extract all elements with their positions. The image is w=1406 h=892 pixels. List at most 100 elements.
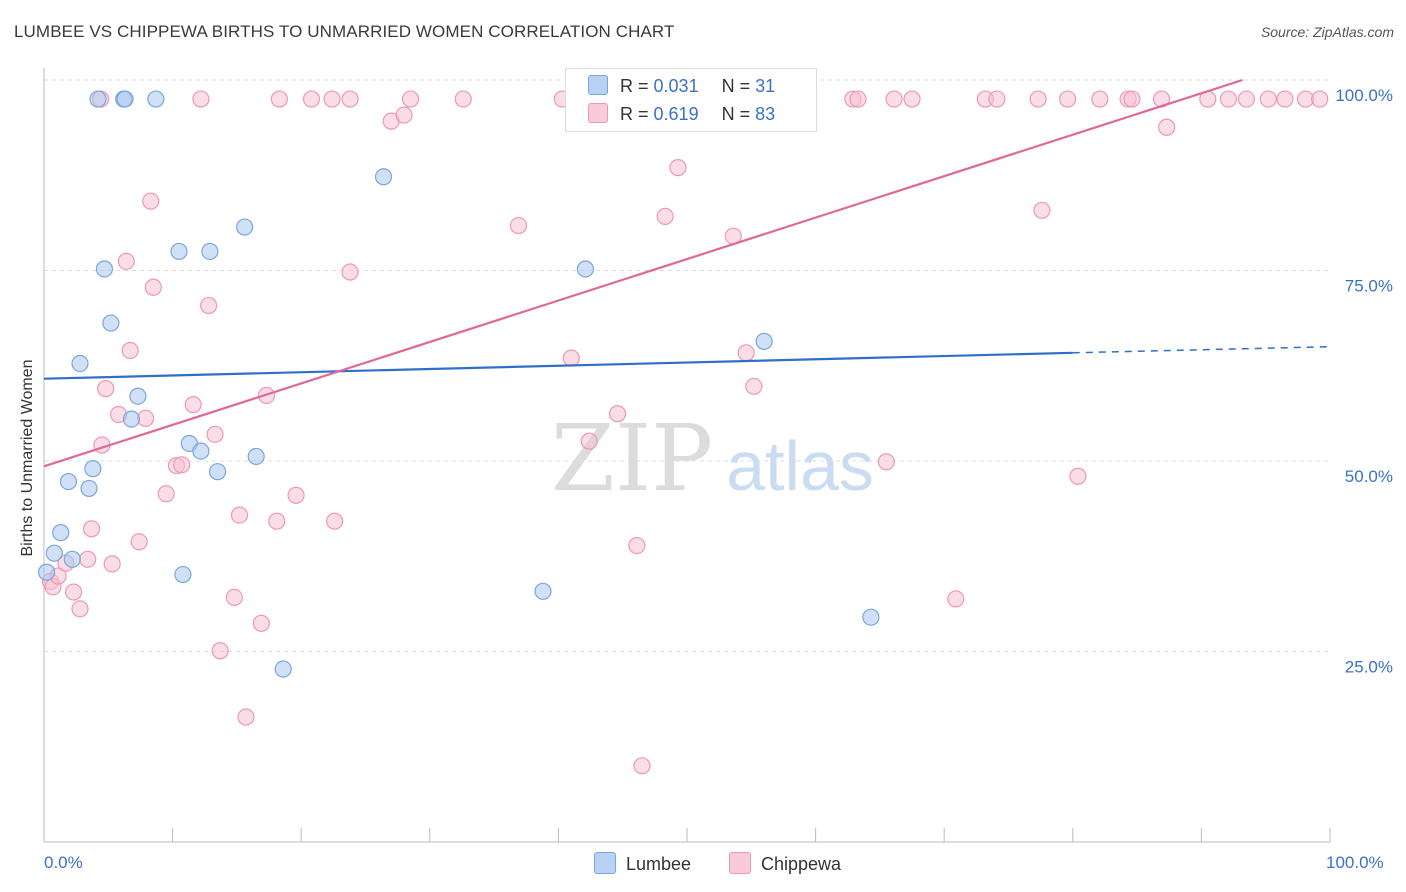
chippewa-point-17 bbox=[144, 278, 162, 296]
source-credit: Source: ZipAtlas.com bbox=[1260, 24, 1394, 40]
chippewa-n-label: N = bbox=[721, 104, 751, 124]
lumbee-point-13 bbox=[755, 332, 773, 350]
chippewa-point-76 bbox=[1123, 90, 1141, 108]
lumbee-point-12 bbox=[102, 314, 120, 332]
bottom-chippewa-swatch bbox=[729, 852, 751, 874]
chippewa-point-22 bbox=[200, 296, 218, 315]
chippewa-point-32 bbox=[326, 512, 344, 530]
chippewa-point-40 bbox=[608, 405, 627, 423]
chippewa-point-68 bbox=[885, 90, 903, 108]
chippewa-point-5 bbox=[71, 600, 89, 618]
chippewa-point-71 bbox=[988, 90, 1006, 108]
lumbee-point-29 bbox=[534, 582, 552, 600]
lumbee-point-14 bbox=[71, 354, 89, 373]
lumbee-point-23 bbox=[80, 479, 98, 498]
chippewa-point-35 bbox=[395, 106, 413, 124]
chippewa-point-20 bbox=[173, 456, 191, 474]
chippewa-point-73 bbox=[1059, 90, 1077, 108]
lumbee-point-22 bbox=[59, 472, 78, 491]
chippewa-point-80 bbox=[1237, 90, 1256, 108]
lumbee-point-2 bbox=[116, 90, 134, 108]
chippewa-point-13 bbox=[121, 341, 139, 360]
chippewa-point-51 bbox=[1158, 118, 1176, 136]
chippewa-point-49 bbox=[1033, 201, 1051, 219]
chippewa-point-42 bbox=[656, 207, 674, 225]
chippewa-point-81 bbox=[1259, 90, 1277, 108]
lumbee-point-18 bbox=[192, 442, 210, 460]
y-tick-label-50: 50.0% bbox=[1345, 467, 1393, 486]
chippewa-point-67 bbox=[849, 90, 867, 108]
gridlines bbox=[44, 79, 1330, 652]
chippewa-point-59 bbox=[454, 90, 472, 108]
chippewa-r-label: R = bbox=[620, 104, 649, 124]
chippewa-point-84 bbox=[1311, 90, 1329, 108]
watermark: ZIP atlas bbox=[551, 405, 874, 512]
chart-title: LUMBEE VS CHIPPEWA BIRTHS TO UNMARRIED W… bbox=[14, 22, 675, 41]
chippewa-point-48 bbox=[947, 590, 965, 608]
chippewa-point-69 bbox=[903, 90, 921, 108]
chippewa-point-31 bbox=[287, 486, 305, 504]
lumbee-point-10 bbox=[95, 260, 114, 278]
lumbee-point-8 bbox=[170, 242, 188, 261]
bottom-lumbee-label: Lumbee bbox=[626, 854, 692, 874]
stats-legend: R = 0.031 N = 31 R = 0.619 N = 83 bbox=[565, 68, 817, 132]
chippewa-point-53 bbox=[192, 90, 210, 108]
chippewa-point-36 bbox=[509, 216, 528, 235]
lumbee-point-31 bbox=[274, 660, 292, 678]
y-tick-label-25: 25.0% bbox=[1345, 658, 1393, 677]
lumbee-point-26 bbox=[63, 550, 81, 568]
lumbee-point-19 bbox=[247, 447, 265, 466]
watermark-zip: ZIP bbox=[551, 405, 713, 512]
trend-lines bbox=[43, 78, 1331, 468]
lumbee-point-3 bbox=[147, 90, 165, 108]
chippewa-n-value: 83 bbox=[755, 104, 776, 124]
watermark-atlas: atlas bbox=[726, 427, 874, 505]
lumbee-point-21 bbox=[209, 463, 227, 481]
bottom-legend-chippewa: Chippewa bbox=[729, 852, 841, 875]
y-tick-label-100: 100.0% bbox=[1335, 86, 1393, 105]
chippewa-point-47 bbox=[877, 453, 895, 471]
chippewa-point-45 bbox=[737, 344, 755, 362]
chippewa-point-27 bbox=[237, 708, 255, 726]
chippewa-point-43 bbox=[669, 159, 687, 177]
chippewa-point-9 bbox=[97, 380, 115, 398]
y-tick-label-75: 75.0% bbox=[1345, 277, 1393, 296]
chippewa-point-74 bbox=[1091, 90, 1109, 108]
chippewa-point-12 bbox=[117, 252, 135, 270]
x-tick-label-max: 100.0% bbox=[1326, 853, 1384, 872]
lumbee-point-11 bbox=[576, 260, 595, 278]
chippewa-point-16 bbox=[142, 192, 160, 210]
x-tick-label-min: 0.0% bbox=[44, 853, 83, 872]
chippewa-point-38 bbox=[562, 349, 580, 367]
lumbee-point-15 bbox=[129, 387, 147, 405]
chippewa-point-55 bbox=[302, 90, 321, 108]
chippewa-trend-line bbox=[43, 78, 1243, 468]
lumbee-r-value: 0.031 bbox=[653, 76, 699, 96]
legend-row-lumbee: R = 0.031 N = 31 bbox=[588, 75, 775, 97]
chippewa-point-82 bbox=[1276, 90, 1294, 108]
chippewa-point-54 bbox=[270, 90, 288, 108]
legend-row-chippewa: R = 0.619 N = 83 bbox=[588, 103, 775, 125]
bottom-chippewa-label: Chippewa bbox=[761, 854, 842, 874]
chippewa-point-79 bbox=[1219, 90, 1238, 108]
chippewa-point-23 bbox=[206, 425, 224, 443]
lumbee-n-value: 31 bbox=[755, 76, 776, 96]
chippewa-point-37 bbox=[628, 536, 646, 555]
lumbee-point-7 bbox=[236, 218, 254, 236]
chippewa-point-41 bbox=[633, 757, 651, 775]
lumbee-point-0 bbox=[89, 90, 107, 108]
bottom-legend-lumbee: Lumbee bbox=[594, 852, 691, 875]
chippewa-point-25 bbox=[225, 588, 243, 606]
chippewa-point-58 bbox=[401, 90, 420, 108]
data-points bbox=[37, 90, 1329, 775]
lumbee-point-6 bbox=[374, 168, 393, 186]
chippewa-point-28 bbox=[252, 614, 270, 632]
lumbee-point-30 bbox=[862, 608, 880, 626]
chippewa-point-24 bbox=[211, 642, 229, 660]
lumbee-point-25 bbox=[45, 544, 63, 562]
chippewa-point-14 bbox=[130, 533, 148, 551]
chippewa-point-50 bbox=[1069, 467, 1087, 485]
chippewa-point-18 bbox=[157, 485, 175, 503]
chippewa-swatch bbox=[588, 103, 608, 123]
